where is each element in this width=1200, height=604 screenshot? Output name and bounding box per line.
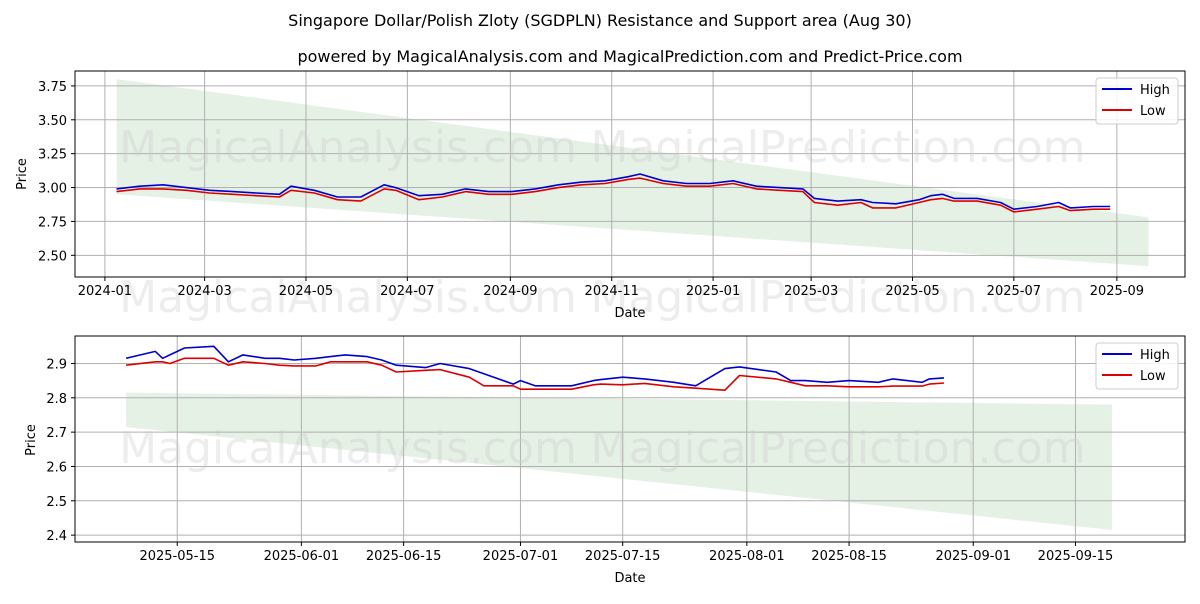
watermark-prediction: MagicalPrediction.com bbox=[591, 272, 1086, 323]
x-tick-label: 2024-05 bbox=[279, 284, 333, 299]
x-tick-label: 2024-01 bbox=[78, 284, 132, 299]
x-tick-label: 2025-08-01 bbox=[709, 549, 785, 564]
x-tick-label: 2024-07 bbox=[380, 284, 434, 299]
y-tick-label: 2.7 bbox=[46, 426, 67, 441]
y-tick-label: 2.9 bbox=[46, 357, 67, 372]
y-tick-label: 3.25 bbox=[38, 148, 67, 163]
y-tick-label: 2.4 bbox=[46, 529, 67, 544]
series-line-low bbox=[126, 357, 945, 391]
watermark-analysis: MagicalAnalysis.com bbox=[119, 423, 577, 474]
panel-bottom: MagicalAnalysis.com MagicalPrediction.co… bbox=[24, 335, 1186, 586]
legend: High Low bbox=[1095, 77, 1179, 125]
y-axis-label: Price bbox=[15, 158, 30, 190]
y-tick-label: 3.50 bbox=[38, 114, 67, 129]
plot-frame bbox=[74, 335, 1186, 543]
y-tick-label: 2.8 bbox=[46, 392, 67, 407]
support-resistance-band bbox=[126, 392, 1112, 530]
x-tick-label: 2025-07-01 bbox=[483, 549, 559, 564]
x-axis-label: Date bbox=[614, 571, 645, 586]
x-tick-label: 2025-01 bbox=[686, 284, 740, 299]
x-tick-label: 2025-05 bbox=[885, 284, 939, 299]
x-tick-label: 2025-09-15 bbox=[1038, 549, 1114, 564]
y-tick-label: 2.5 bbox=[46, 495, 67, 510]
x-tick-label: 2025-07 bbox=[987, 284, 1041, 299]
chart-subtitle: powered by MagicalAnalysis.com and Magic… bbox=[297, 47, 962, 66]
legend-label-high: High bbox=[1140, 348, 1170, 363]
y-axis-label: Price bbox=[24, 424, 39, 456]
x-tick-label: 2024-09 bbox=[483, 284, 537, 299]
x-tick-label: 2025-05-15 bbox=[139, 549, 215, 564]
watermark-prediction: MagicalPrediction.com bbox=[591, 423, 1086, 474]
legend-label-low: Low bbox=[1140, 369, 1166, 384]
legend: High Low bbox=[1095, 342, 1179, 390]
chart-title: Singapore Dollar/Polish Zloty (SGDPLN) R… bbox=[288, 11, 912, 30]
watermark-prediction: MagicalPrediction.com bbox=[591, 122, 1086, 173]
legend-label-high: High bbox=[1140, 83, 1170, 98]
y-tick-label: 2.6 bbox=[46, 460, 67, 475]
x-tick-label: 2025-06-15 bbox=[366, 549, 442, 564]
y-tick-label: 2.50 bbox=[38, 249, 67, 264]
x-tick-label: 2024-11 bbox=[585, 284, 639, 299]
watermark-analysis: MagicalAnalysis.com bbox=[119, 122, 577, 173]
support-resistance-band bbox=[116, 79, 1149, 267]
legend-label-low: Low bbox=[1140, 104, 1166, 119]
series-line-high bbox=[116, 173, 1111, 210]
x-axis-label: Date bbox=[614, 306, 645, 321]
series-line-high bbox=[125, 345, 945, 387]
watermark-analysis: MagicalAnalysis.com bbox=[119, 272, 577, 323]
series-line-low bbox=[116, 177, 1111, 213]
panel-top: MagicalAnalysis.com MagicalPrediction.co… bbox=[15, 70, 1186, 323]
x-tick-label: 2025-09-01 bbox=[935, 549, 1011, 564]
x-tick-label: 2025-07-15 bbox=[585, 549, 661, 564]
x-tick-label: 2025-03 bbox=[784, 284, 838, 299]
y-tick-label: 3.00 bbox=[38, 182, 67, 197]
y-tick-label: 3.75 bbox=[38, 80, 67, 95]
y-tick-label: 2.75 bbox=[38, 215, 67, 230]
x-tick-label: 2025-06-01 bbox=[264, 549, 340, 564]
x-tick-label: 2025-09 bbox=[1090, 284, 1144, 299]
x-tick-label: 2025-08-15 bbox=[811, 549, 887, 564]
x-tick-label: 2024-03 bbox=[177, 284, 231, 299]
plot-frame bbox=[74, 70, 1186, 278]
